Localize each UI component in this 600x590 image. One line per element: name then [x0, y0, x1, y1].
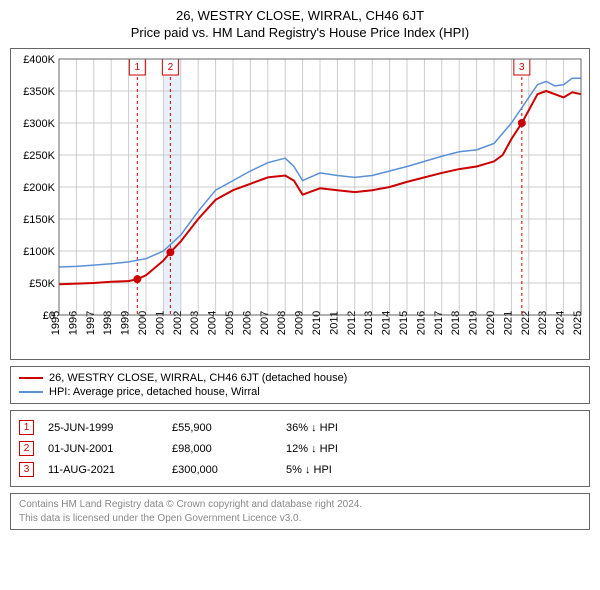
- events-table: 1 25-JUN-1999 £55,900 36% ↓ HPI 2 01-JUN-2001…: [10, 410, 590, 487]
- footer-attribution: Contains HM Land Registry data © Crown c…: [10, 493, 590, 530]
- event-row: 2 01-JUN-2001 £98,000 12% ↓ HPI: [19, 438, 581, 459]
- svg-text:2025: 2025: [572, 311, 584, 335]
- svg-text:2023: 2023: [537, 311, 549, 335]
- svg-text:2021: 2021: [502, 311, 514, 335]
- event-date: 01-JUN-2001: [48, 443, 158, 455]
- event-delta: 36% ↓ HPI: [286, 422, 338, 434]
- legend-item: HPI: Average price, detached house, Wirr…: [19, 385, 581, 399]
- event-delta: 12% ↓ HPI: [286, 443, 338, 455]
- legend-label: 26, WESTRY CLOSE, WIRRAL, CH46 6JT (deta…: [49, 372, 347, 384]
- svg-text:2017: 2017: [433, 311, 445, 335]
- event-marker: 2: [19, 441, 34, 456]
- svg-text:2010: 2010: [311, 311, 323, 335]
- svg-text:2005: 2005: [224, 311, 236, 335]
- svg-text:£100K: £100K: [23, 246, 55, 258]
- svg-text:2008: 2008: [276, 311, 288, 335]
- svg-text:£250K: £250K: [23, 150, 55, 162]
- event-row: 1 25-JUN-1999 £55,900 36% ↓ HPI: [19, 417, 581, 438]
- svg-text:3: 3: [519, 62, 525, 73]
- svg-text:1998: 1998: [102, 311, 114, 335]
- chart-subtitle: Price paid vs. HM Land Registry's House …: [10, 25, 590, 40]
- svg-text:1: 1: [135, 62, 141, 73]
- svg-text:1995: 1995: [50, 311, 62, 335]
- svg-text:2016: 2016: [415, 311, 427, 335]
- legend-item: 26, WESTRY CLOSE, WIRRAL, CH46 6JT (deta…: [19, 371, 581, 385]
- svg-text:2019: 2019: [468, 311, 480, 335]
- event-date: 11-AUG-2021: [48, 464, 158, 476]
- svg-text:2018: 2018: [450, 311, 462, 335]
- svg-text:£50K: £50K: [29, 278, 55, 290]
- legend-swatch: [19, 391, 43, 393]
- svg-text:2020: 2020: [485, 311, 497, 335]
- chart-title: 26, WESTRY CLOSE, WIRRAL, CH46 6JT: [10, 8, 590, 23]
- chart-container: £0£50K£100K£150K£200K£250K£300K£350K£400…: [10, 48, 590, 360]
- event-row: 3 11-AUG-2021 £300,000 5% ↓ HPI: [19, 459, 581, 480]
- event-price: £55,900: [172, 422, 272, 434]
- svg-text:1997: 1997: [85, 311, 97, 335]
- svg-text:2009: 2009: [294, 311, 306, 335]
- event-marker: 1: [19, 420, 34, 435]
- svg-text:£350K: £350K: [23, 86, 55, 98]
- svg-text:2014: 2014: [381, 311, 393, 335]
- svg-text:2004: 2004: [207, 311, 219, 335]
- svg-text:2002: 2002: [172, 311, 184, 335]
- svg-text:1996: 1996: [67, 311, 79, 335]
- svg-text:2003: 2003: [189, 311, 201, 335]
- svg-text:£200K: £200K: [23, 182, 55, 194]
- svg-text:£150K: £150K: [23, 214, 55, 226]
- legend-swatch: [19, 377, 43, 379]
- svg-text:2024: 2024: [555, 311, 567, 335]
- svg-text:2007: 2007: [259, 311, 271, 335]
- svg-text:£400K: £400K: [23, 54, 55, 66]
- event-date: 25-JUN-1999: [48, 422, 158, 434]
- svg-text:2: 2: [168, 62, 174, 73]
- event-marker: 3: [19, 462, 34, 477]
- event-delta: 5% ↓ HPI: [286, 464, 332, 476]
- svg-text:2022: 2022: [520, 311, 532, 335]
- footer-line-1: Contains HM Land Registry data © Crown c…: [19, 498, 581, 512]
- svg-text:£300K: £300K: [23, 118, 55, 130]
- svg-text:2001: 2001: [154, 311, 166, 335]
- svg-text:2012: 2012: [346, 311, 358, 335]
- svg-text:2000: 2000: [137, 311, 149, 335]
- legend-label: HPI: Average price, detached house, Wirr…: [49, 386, 260, 398]
- event-price: £98,000: [172, 443, 272, 455]
- svg-text:2015: 2015: [398, 311, 410, 335]
- svg-text:2006: 2006: [241, 311, 253, 335]
- line-chart: £0£50K£100K£150K£200K£250K£300K£350K£400…: [11, 49, 587, 359]
- svg-text:1999: 1999: [120, 311, 132, 335]
- footer-line-2: This data is licensed under the Open Gov…: [19, 512, 581, 526]
- legend: 26, WESTRY CLOSE, WIRRAL, CH46 6JT (deta…: [10, 366, 590, 404]
- svg-text:2013: 2013: [363, 311, 375, 335]
- event-price: £300,000: [172, 464, 272, 476]
